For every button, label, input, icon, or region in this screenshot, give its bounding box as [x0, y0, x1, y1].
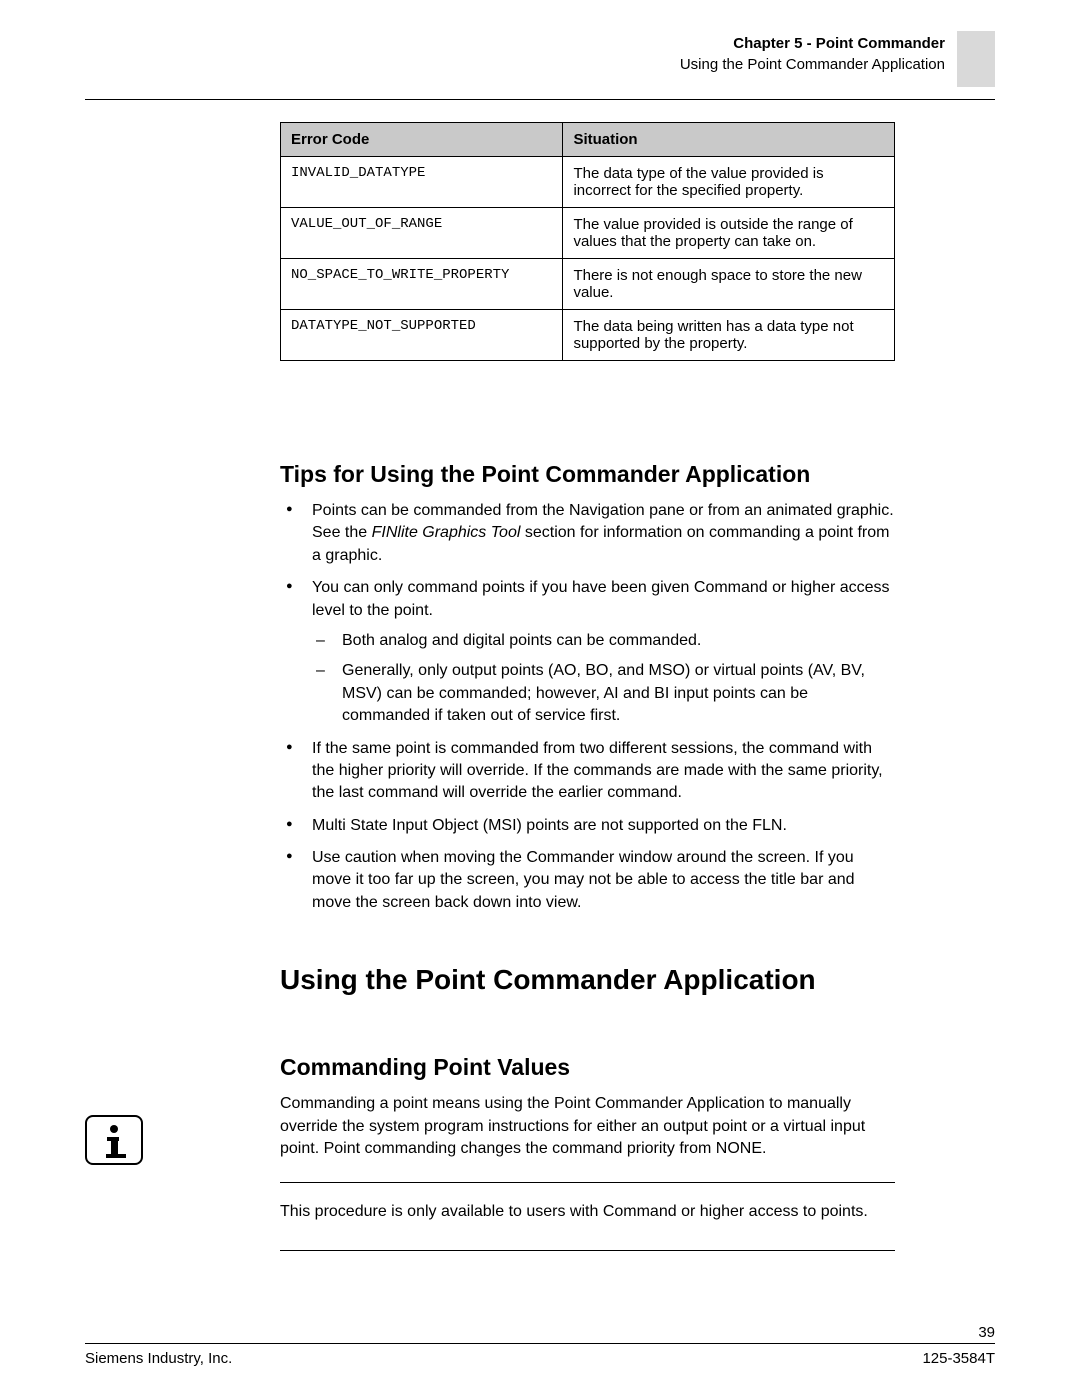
table-header-situation: Situation — [563, 123, 895, 157]
commanding-paragraph: Commanding a point means using the Point… — [280, 1093, 895, 1160]
table-cell-situation: The data being written has a data type n… — [563, 310, 895, 361]
table-row: NO_SPACE_TO_WRITE_PROPERTY There is not … — [281, 259, 895, 310]
table-cell-situation: There is not enough space to store the n… — [563, 259, 895, 310]
header-side-tab — [957, 31, 995, 87]
table-row: VALUE_OUT_OF_RANGE The value provided is… — [281, 208, 895, 259]
table-row: DATATYPE_NOT_SUPPORTED The data being wr… — [281, 310, 895, 361]
using-heading: Using the Point Commander Application — [280, 964, 895, 996]
table-cell-code: NO_SPACE_TO_WRITE_PROPERTY — [281, 259, 563, 310]
table-cell-code: DATATYPE_NOT_SUPPORTED — [281, 310, 563, 361]
list-item: You can only command points if you have … — [280, 577, 895, 727]
table-header-code: Error Code — [281, 123, 563, 157]
sub-list: Both analog and digital points can be co… — [312, 630, 895, 728]
tips-heading: Tips for Using the Point Commander Appli… — [280, 461, 895, 488]
sub-list-item: Both analog and digital points can be co… — [312, 630, 895, 652]
info-icon — [85, 1115, 143, 1165]
footer-left: Siemens Industry, Inc. — [85, 1350, 232, 1367]
tips-list: Points can be commanded from the Navigat… — [280, 500, 895, 914]
error-code-table: Error Code Situation INVALID_DATATYPE Th… — [280, 122, 895, 361]
note-block: This procedure is only available to user… — [280, 1182, 895, 1250]
main-content: Error Code Situation INVALID_DATATYPE Th… — [280, 122, 895, 1251]
note-text: This procedure is only available to user… — [280, 1201, 895, 1223]
table-cell-code: INVALID_DATATYPE — [281, 157, 563, 208]
list-item: If the same point is commanded from two … — [280, 738, 895, 805]
header-rule — [85, 99, 995, 100]
sub-list-item: Generally, only output points (AO, BO, a… — [312, 660, 895, 727]
page-header: Chapter 5 - Point Commander Using the Po… — [85, 35, 995, 95]
page-footer: Siemens Industry, Inc. 125-3584T — [85, 1343, 995, 1367]
commanding-heading: Commanding Point Values — [280, 1054, 895, 1081]
chapter-title: Chapter 5 - Point Commander — [680, 35, 945, 52]
footer-rule — [85, 1343, 995, 1344]
list-item: Points can be commanded from the Navigat… — [280, 500, 895, 567]
list-item: Multi State Input Object (MSI) points ar… — [280, 815, 895, 837]
table-cell-situation: The data type of the value provided is i… — [563, 157, 895, 208]
list-text: You can only command points if you have … — [312, 579, 890, 618]
list-item: Use caution when moving the Commander wi… — [280, 847, 895, 914]
list-text-italic: FINlite Graphics Tool — [372, 524, 521, 541]
footer-right: 125-3584T — [922, 1350, 995, 1367]
page-number: 39 — [978, 1324, 995, 1341]
table-cell-situation: The value provided is outside the range … — [563, 208, 895, 259]
table-cell-code: VALUE_OUT_OF_RANGE — [281, 208, 563, 259]
header-section-title: Using the Point Commander Application — [680, 56, 945, 73]
table-row: INVALID_DATATYPE The data type of the va… — [281, 157, 895, 208]
